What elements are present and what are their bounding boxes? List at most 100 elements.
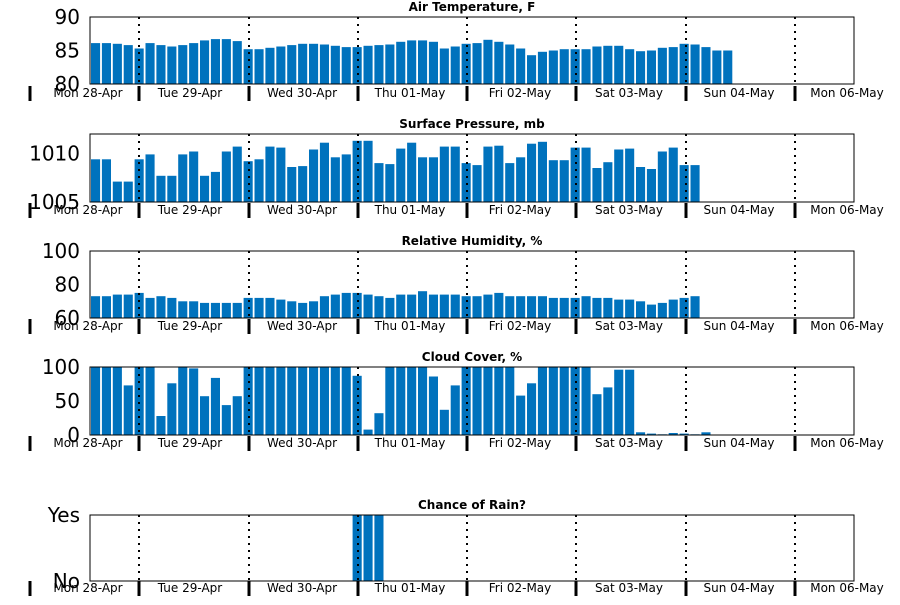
x-tick-mark-1-4	[356, 86, 360, 101]
bar-4-1	[91, 367, 101, 435]
bar-4-27	[374, 413, 384, 435]
x-tick-label-3-7: Sun 04-May	[703, 319, 774, 333]
bar-4-33	[439, 409, 449, 435]
y-tick-label-3-2: 80	[55, 273, 80, 297]
bar-4-9	[178, 367, 188, 435]
bar-3-5	[134, 292, 144, 318]
bar-1-58	[712, 50, 722, 84]
bar-4-28	[385, 367, 395, 435]
y-tick-label-2-1: 1005	[29, 190, 80, 214]
bar-4-45	[570, 367, 580, 435]
bar-1-28	[385, 44, 395, 84]
x-tick-mark-4-5	[465, 436, 469, 451]
bar-2-48	[603, 162, 613, 202]
bar-2-51	[636, 167, 646, 202]
bar-1-19	[287, 45, 297, 84]
x-tick-label-1-3: Wed 30-Apr	[267, 86, 337, 100]
bar-5-25	[352, 515, 362, 581]
bar-1-24	[341, 47, 351, 84]
bar-2-54	[668, 147, 678, 202]
bar-3-9	[178, 301, 188, 319]
x-tick-mark-5-8	[793, 581, 797, 596]
bar-4-48	[603, 387, 613, 435]
bar-3-38	[494, 292, 504, 318]
bar-4-29	[396, 367, 406, 435]
bar-5-26	[363, 515, 373, 581]
bar-1-11	[200, 40, 210, 84]
bar-4-5	[134, 367, 144, 435]
bar-4-6	[145, 367, 155, 435]
bar-4-42	[537, 367, 547, 435]
y-tick-label-4-1: 0	[67, 423, 80, 447]
bar-1-9	[178, 45, 188, 84]
y-tick-label-1-1: 80	[55, 72, 80, 96]
bar-1-53	[657, 47, 667, 84]
bar-4-20	[298, 367, 308, 435]
bar-1-57	[701, 47, 711, 84]
bar-1-50	[625, 49, 635, 84]
bar-2-14	[232, 146, 242, 202]
bar-2-10	[189, 151, 199, 202]
x-tick-label-2-8: Mon 06-May	[810, 203, 884, 217]
x-tick-label-4-3: Wed 30-Apr	[267, 436, 337, 450]
bar-4-14	[232, 396, 242, 435]
bar-1-44	[559, 49, 569, 84]
x-tick-mark-3-6	[574, 319, 578, 334]
chart-title-1: Air Temperature, F	[409, 0, 536, 14]
bar-3-25	[352, 292, 362, 318]
bar-2-4	[123, 181, 133, 202]
bar-2-21	[309, 149, 319, 202]
x-tick-label-4-7: Sun 04-May	[703, 436, 774, 450]
x-tick-mark-5-7	[684, 581, 688, 596]
bar-3-51	[636, 301, 646, 319]
bar-2-42	[537, 141, 547, 202]
bar-1-52	[646, 50, 656, 84]
y-tick-label-4-2: 50	[55, 389, 80, 413]
x-tick-mark-5-4	[356, 581, 360, 596]
bar-1-54	[668, 47, 678, 84]
bar-2-19	[287, 167, 297, 202]
bar-4-37	[483, 367, 493, 435]
bar-3-16	[254, 297, 264, 318]
bar-1-8	[167, 46, 177, 84]
bar-2-56	[690, 165, 700, 202]
bar-3-46	[581, 296, 591, 318]
bar-4-55	[679, 433, 689, 435]
x-tick-mark-3-7	[684, 319, 688, 334]
bar-2-29	[396, 148, 406, 202]
bar-3-14	[232, 302, 242, 318]
bar-2-15	[243, 161, 253, 202]
bar-4-31	[418, 367, 428, 435]
x-tick-mark-1-2	[137, 86, 141, 101]
bar-1-43	[548, 50, 558, 84]
bar-3-50	[625, 299, 635, 318]
bar-2-34	[450, 146, 460, 202]
bar-1-36	[472, 43, 482, 84]
bar-2-35	[461, 163, 471, 202]
bar-3-56	[690, 296, 700, 318]
bar-2-22	[319, 142, 329, 202]
bar-1-38	[494, 41, 504, 84]
bar-1-49	[614, 45, 624, 84]
bar-3-23	[330, 294, 340, 318]
bar-4-2	[101, 367, 111, 435]
bar-4-3	[112, 367, 122, 435]
x-tick-label-3-6: Sat 03-May	[595, 319, 663, 333]
bar-2-55	[679, 165, 689, 202]
bar-1-6	[145, 43, 155, 84]
bar-4-12	[210, 377, 220, 435]
bar-3-7	[156, 296, 166, 318]
x-tick-mark-2-1	[28, 203, 32, 218]
x-tick-mark-5-5	[465, 581, 469, 596]
bar-3-17	[265, 297, 275, 318]
x-tick-label-5-6: Sat 03-May	[595, 581, 663, 595]
bar-4-26	[363, 429, 373, 435]
bar-4-15	[243, 367, 253, 435]
bar-1-4	[123, 45, 133, 84]
bar-3-30	[407, 294, 417, 318]
plot-frame-2	[89, 133, 855, 203]
x-tick-label-5-2: Tue 29-Apr	[157, 581, 222, 595]
bar-1-12	[210, 39, 220, 84]
bar-4-47	[592, 394, 602, 435]
bar-2-38	[494, 145, 504, 202]
